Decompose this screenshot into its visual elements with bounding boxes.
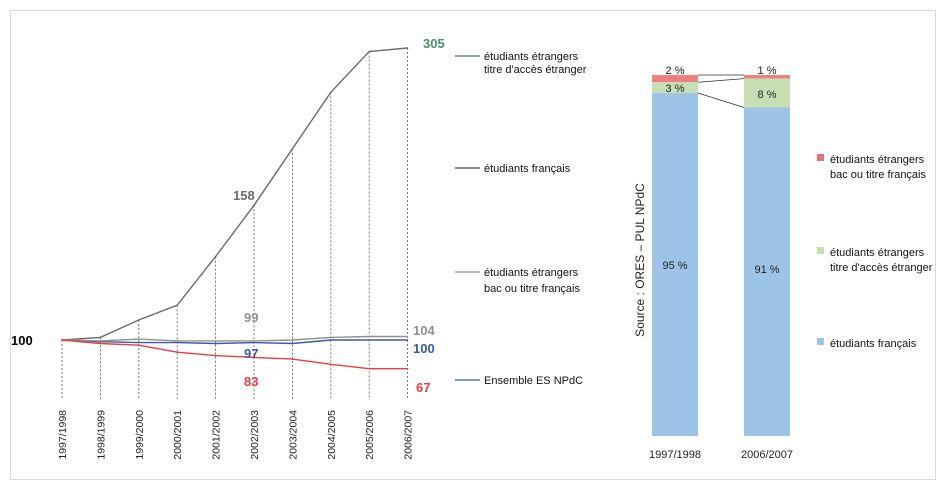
bar-category-label-1: 2006/2007: [741, 449, 793, 461]
series-0-point-3: [176, 304, 178, 306]
series-3-point-6: [292, 358, 294, 360]
x-tick-label-3: 2000/2001: [172, 410, 184, 460]
legend-line-label-1-0: étudiants français: [484, 163, 571, 175]
series-line-3: [62, 340, 408, 369]
series-3-point-3: [176, 351, 178, 353]
series-1-point-4: [215, 343, 217, 345]
series-1-point-3: [176, 342, 178, 344]
source-note: Source : ORES – PUL NPdC: [633, 183, 647, 337]
series-1-point-6: [292, 343, 294, 345]
legend-bar-label-0-0: étudiants étrangers: [830, 154, 925, 166]
bar-label-0-1: 3 %: [666, 83, 685, 95]
point-label-2: 305: [423, 36, 445, 51]
series-1-point-2: [138, 342, 140, 344]
legend-line-label-3-0: Ensemble ES NPdC: [484, 375, 583, 387]
legend-bar-swatch-1: [817, 247, 824, 254]
x-tick-label-2: 1999/2000: [134, 410, 146, 460]
series-3-point-1: [100, 343, 102, 345]
series-0-point-5: [253, 204, 255, 206]
series-2-point-7: [330, 337, 332, 339]
series-1-point-9: [407, 339, 409, 341]
bar-label-1-1: 8 %: [758, 89, 777, 101]
legend-bar-swatch-0: [817, 154, 824, 161]
point-label-4: 104: [413, 323, 435, 338]
series-2-point-4: [215, 340, 217, 342]
legend-line-label-0-0: étudiants étrangers: [484, 51, 579, 63]
series-0-point-6: [292, 148, 294, 150]
series-2-point-5: [253, 340, 255, 342]
x-tick-label-9: 2006/2007: [403, 410, 415, 460]
point-label-3: 99: [244, 310, 258, 325]
series-0-point-4: [215, 256, 217, 258]
series-2-point-1: [100, 340, 102, 342]
bar-label-1-0: 91 %: [754, 264, 779, 276]
x-tick-label-6: 2003/2004: [287, 410, 299, 460]
point-label-5: 97: [244, 346, 258, 361]
point-label-7: 83: [244, 374, 258, 389]
series-0-point-1: [100, 337, 102, 339]
series-0-point-8: [368, 51, 370, 53]
series-3-point-4: [215, 355, 217, 357]
connector-bottom: [698, 93, 744, 107]
point-label-6: 100: [413, 341, 435, 356]
series-1-point-5: [253, 342, 255, 344]
x-tick-label-8: 2005/2006: [364, 410, 376, 460]
x-tick-label-0: 1997/1998: [57, 410, 69, 460]
series-3-point-8: [368, 368, 370, 370]
legend-line-label-0-1: titre d'accès étranger: [484, 64, 587, 76]
x-tick-label-4: 2001/2002: [211, 410, 223, 460]
legend-bar-swatch-2: [817, 338, 824, 345]
series-1-point-8: [368, 339, 370, 341]
series-2-point-6: [292, 339, 294, 341]
series-3-point-0: [61, 339, 63, 341]
point-label-0: 100: [11, 333, 33, 348]
bar-label-1-2: 1 %: [758, 65, 777, 77]
series-2-point-2: [138, 338, 140, 340]
series-0-point-7: [330, 92, 332, 94]
point-label-8: 67: [416, 380, 430, 395]
legend-bar-label-0-1: bac ou titre français: [830, 169, 926, 181]
series-0-point-9: [407, 47, 409, 49]
legend-line-label-2-0: étudiants étrangers: [484, 267, 579, 279]
legend-bar-label-2-0: étudiants français: [830, 338, 917, 350]
connector-mid: [698, 79, 744, 83]
legend-line-label-2-1: bac ou titre français: [484, 283, 580, 295]
bar-category-label-0: 1997/1998: [649, 449, 701, 461]
series-1-point-7: [330, 339, 332, 341]
x-tick-label-7: 2004/2005: [326, 410, 338, 460]
legend-bar-label-1-0: étudiants étrangers: [830, 247, 925, 259]
point-label-1: 158: [233, 188, 255, 203]
series-3-point-9: [407, 368, 409, 370]
series-2-point-8: [368, 336, 370, 338]
series-2-point-3: [176, 340, 178, 342]
x-tick-label-1: 1998/1999: [95, 410, 107, 460]
series-2-point-9: [407, 336, 409, 338]
legend-bar-label-1-1: titre d'accès étranger: [830, 262, 933, 274]
bar-label-0-2: 2 %: [666, 65, 685, 77]
series-0-point-2: [138, 319, 140, 321]
series-3-point-2: [138, 344, 140, 346]
bar-label-0-0: 95 %: [662, 260, 687, 272]
series-3-point-7: [330, 364, 332, 366]
x-tick-label-5: 2002/2003: [249, 410, 261, 460]
